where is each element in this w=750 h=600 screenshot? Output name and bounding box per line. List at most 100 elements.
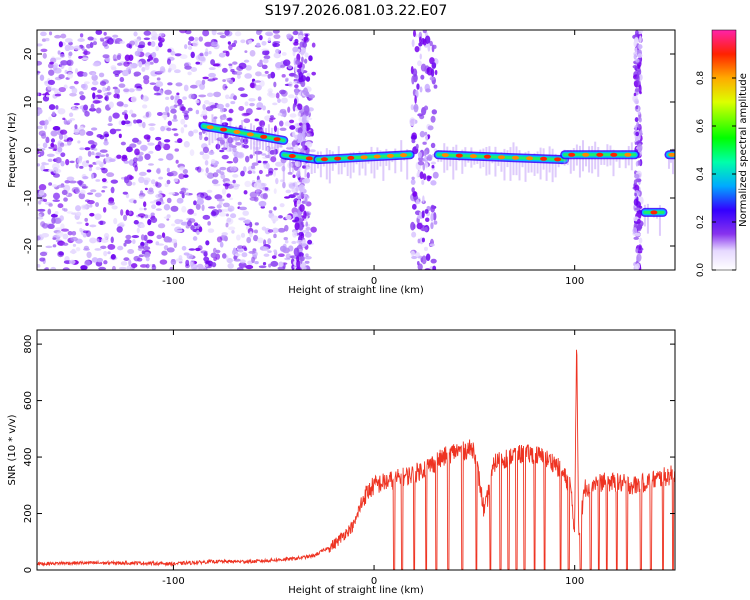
noise-blob	[40, 31, 47, 37]
noise-blob	[195, 61, 201, 65]
noise-blob	[175, 95, 180, 99]
noise-blob	[79, 91, 84, 95]
noise-blob	[207, 221, 211, 226]
track-hotspot	[483, 154, 491, 159]
band-blob	[296, 195, 302, 200]
noise-blob	[47, 84, 53, 91]
noise-blob	[50, 130, 58, 137]
noise-blob	[52, 166, 59, 174]
band-blob	[411, 176, 415, 180]
noise-blob	[222, 79, 226, 82]
band-blob	[421, 255, 427, 265]
noise-blob	[249, 82, 257, 89]
noise-blob	[268, 210, 273, 214]
noise-blob	[261, 40, 267, 46]
noise-blob	[251, 256, 255, 264]
noise-blob	[148, 123, 156, 126]
band-blob	[293, 247, 300, 257]
noise-blob	[48, 69, 55, 76]
noise-blob	[54, 88, 59, 95]
track-spike	[349, 152, 352, 179]
noise-blob	[143, 207, 147, 211]
band-blob	[302, 41, 307, 48]
noise-blob	[193, 212, 197, 217]
track-spike	[346, 154, 349, 177]
noise-blob	[264, 70, 269, 74]
noise-blob	[102, 41, 108, 47]
noise-blob	[205, 167, 209, 174]
noise-blob	[144, 64, 150, 71]
noise-blob	[238, 106, 245, 112]
noise-blob	[103, 232, 110, 240]
noise-blob	[179, 30, 187, 34]
noise-blob	[237, 74, 241, 79]
noise-blob	[264, 31, 273, 36]
track-hotspot	[497, 155, 505, 160]
track-spike	[406, 149, 409, 180]
noise-blob	[190, 263, 198, 270]
noise-blob	[181, 245, 187, 251]
band-blob	[292, 30, 299, 36]
noise-blob	[138, 195, 144, 199]
noise-blob	[204, 51, 209, 57]
noise-blob	[278, 215, 283, 219]
band-blob	[305, 221, 308, 227]
noise-blob	[37, 216, 44, 220]
noise-blob	[58, 41, 63, 48]
noise-blob	[216, 204, 222, 209]
noise-blob	[176, 92, 180, 96]
noise-blob	[103, 31, 107, 36]
noise-blob	[110, 236, 114, 244]
noise-blob	[87, 140, 95, 145]
noise-blob	[270, 260, 279, 267]
noise-blob	[38, 189, 45, 196]
noise-blob	[167, 48, 172, 53]
noise-blob	[140, 223, 145, 228]
track-hotspot	[512, 155, 519, 160]
noise-blob	[272, 42, 280, 47]
x-tick-label: 0	[371, 576, 377, 587]
noise-blob	[308, 55, 313, 62]
noise-blob	[114, 40, 118, 44]
noise-blob	[171, 223, 176, 227]
band-blob	[297, 103, 303, 111]
noise-blob	[151, 204, 157, 210]
y-tick-label: 20	[23, 48, 34, 61]
noise-blob	[232, 179, 236, 184]
noise-blob	[100, 167, 106, 171]
band-blob	[634, 47, 638, 53]
noise-blob	[63, 197, 68, 202]
noise-blob	[108, 158, 116, 162]
noise-blob	[82, 175, 89, 180]
noise-blob	[166, 247, 175, 253]
track-spike	[319, 151, 322, 178]
noise-blob	[55, 105, 59, 110]
noise-blob	[116, 101, 124, 107]
track-spike	[256, 129, 259, 164]
noise-blob	[211, 262, 217, 268]
noise-blob	[101, 189, 106, 193]
band-blob	[411, 231, 417, 238]
track-spike	[313, 155, 316, 174]
noise-blob	[188, 218, 196, 224]
noise-blob	[307, 239, 313, 245]
band-blob	[637, 143, 643, 153]
noise-blob	[272, 227, 279, 234]
noise-blob	[272, 102, 278, 106]
noise-blob	[103, 131, 109, 138]
noise-blob	[168, 63, 177, 71]
noise-blob	[52, 148, 57, 152]
noise-blob	[67, 119, 73, 123]
band-blob	[637, 110, 641, 115]
band-blob	[410, 104, 414, 111]
noise-blob	[134, 148, 140, 156]
noise-blob	[113, 58, 118, 62]
noise-blob	[146, 239, 153, 244]
noise-blob	[287, 162, 293, 169]
noise-blob	[199, 133, 203, 141]
noise-blob	[148, 150, 154, 154]
noise-blob	[43, 198, 48, 203]
noise-blob	[188, 248, 196, 251]
noise-blob	[204, 41, 213, 47]
noise-blob	[63, 208, 68, 212]
